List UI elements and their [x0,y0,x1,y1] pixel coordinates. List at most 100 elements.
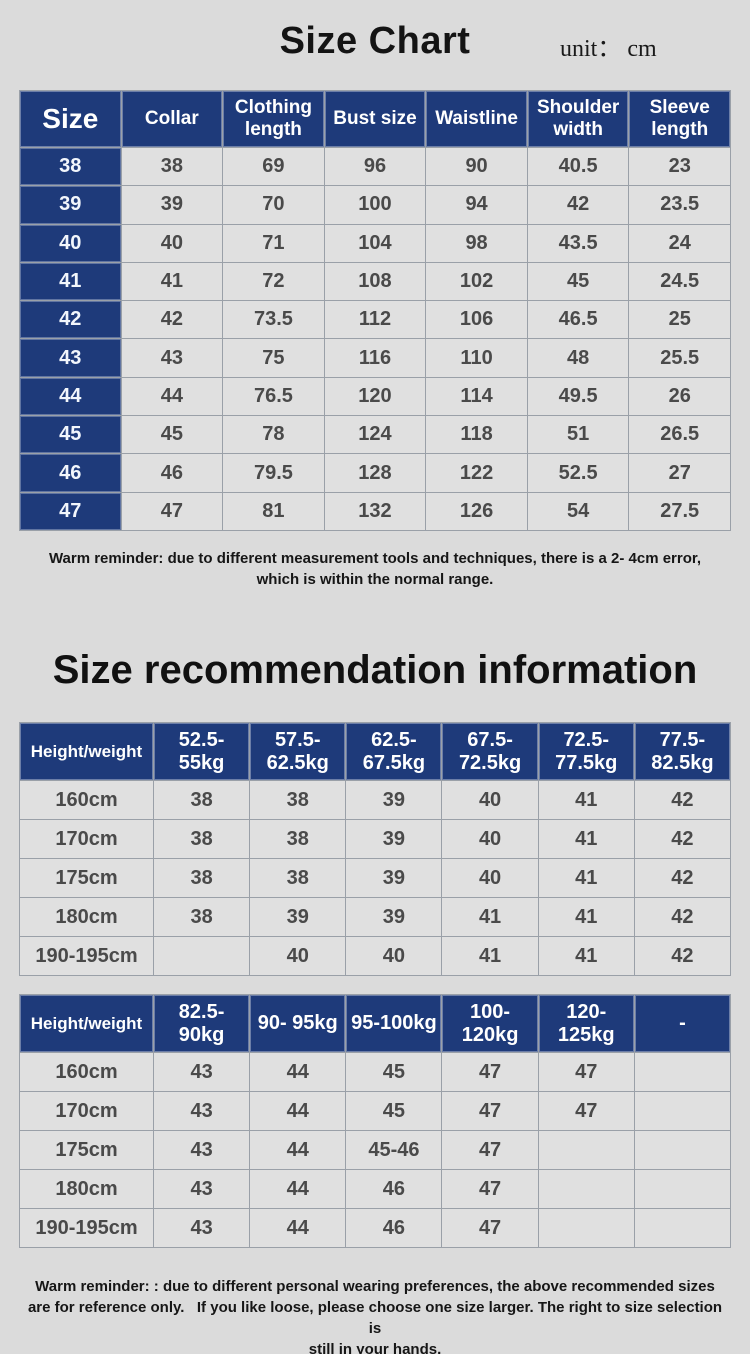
row-header-cell: 190-195cm [20,1209,153,1247]
data-cell: 72 [223,262,324,301]
data-cell: 45 [346,1053,442,1091]
preference-reminder: Warm reminder: : due to different person… [27,1278,723,1354]
column-header-cell: 77.5-82.5kg [634,723,730,780]
data-cell: 47 [442,1209,538,1247]
data-cell [634,1053,730,1091]
column-header-cell: 62.5-67.5kg [346,723,442,780]
data-cell: 41 [121,262,223,301]
column-header-cell: 57.5-62.5kg [250,723,346,780]
data-cell: 45 [121,416,223,454]
row-header-cell: 175cm [20,1131,153,1169]
data-cell: 70 [223,186,324,224]
data-cell: 40 [442,781,538,819]
data-cell: 27.5 [629,492,730,530]
column-header-cell: 95-100kg [346,995,442,1052]
data-cell: 124 [324,416,426,454]
row-header-cell: 45 [20,416,121,454]
row-header-cell: 160cm [20,1053,153,1091]
data-cell: 43.5 [527,224,629,262]
row-header-cell: 40 [20,224,121,262]
data-cell: 45 [346,1092,442,1130]
row-header-cell: 180cm [20,1170,153,1208]
data-cell [538,1209,634,1247]
data-cell: 108 [324,262,426,301]
size-chart-table: Size Collar Clothing length Bust size Waistl… [19,90,731,531]
data-cell: 120 [324,377,426,416]
data-cell: 38 [250,859,346,897]
data-cell: 44 [121,377,223,416]
row-header-cell: 39 [20,186,121,224]
data-cell: 90 [426,148,527,186]
data-cell: 23 [629,148,730,186]
data-cell: 98 [426,224,527,262]
data-cell: 110 [426,339,527,377]
data-cell: 44 [250,1209,346,1247]
data-cell: 38 [154,898,250,936]
data-cell: 118 [426,416,527,454]
unit-label: unit： cm [560,36,657,62]
data-cell: 24.5 [629,262,730,301]
data-cell: 73.5 [223,301,324,339]
data-cell: 47 [442,1053,538,1091]
column-header-cell: Waistline [426,91,527,147]
data-cell: 44 [250,1053,346,1091]
data-cell: 69 [223,148,324,186]
data-cell: 42 [634,859,730,897]
row-header-cell: 41 [20,262,121,301]
measurement-reminder: Warm reminder: due to different measurem… [48,550,702,588]
column-header-cell: 120-125kg [538,995,634,1052]
data-cell: 45-46 [346,1131,442,1169]
data-cell: 132 [324,492,426,530]
row-header-cell: 160cm [20,781,153,819]
data-cell: 42 [121,301,223,339]
column-header-cell: 82.5-90kg [154,995,250,1052]
data-cell: 116 [324,339,426,377]
data-cell: 94 [426,186,527,224]
data-cell: 38 [154,781,250,819]
data-cell [538,1170,634,1208]
data-cell: 41 [442,937,538,975]
data-cell: 47 [121,492,223,530]
data-cell: 48 [527,339,629,377]
data-cell [634,1170,730,1208]
data-cell: 26.5 [629,416,730,454]
column-header-cell: Bust size [324,91,426,147]
data-cell: 41 [442,898,538,936]
data-cell: 23.5 [629,186,730,224]
corner-header-cell: Height/weight [20,995,153,1052]
row-header-cell: 47 [20,492,121,530]
data-cell: 75 [223,339,324,377]
data-cell [634,1131,730,1169]
data-cell: 51 [527,416,629,454]
data-cell: 47 [442,1170,538,1208]
row-header-cell: 170cm [20,820,153,858]
data-cell: 42 [527,186,629,224]
data-cell: 52.5 [527,454,629,492]
data-cell: 47 [442,1131,538,1169]
data-cell: 47 [442,1092,538,1130]
data-cell: 79.5 [223,454,324,492]
row-header-cell: 44 [20,377,121,416]
data-cell: 41 [538,898,634,936]
data-cell [634,1092,730,1130]
data-cell: 24 [629,224,730,262]
data-cell: 38 [121,148,223,186]
data-cell: 112 [324,301,426,339]
row-header-cell: 175cm [20,859,153,897]
data-cell: 122 [426,454,527,492]
data-cell: 38 [250,820,346,858]
data-cell: 38 [154,820,250,858]
data-cell: 38 [250,781,346,819]
row-header-cell: 43 [20,339,121,377]
data-cell: 40 [442,859,538,897]
recommendation-table-low-weight: Height/weight 52.5-55kg 57.5-62.5kg 62.5-67… [19,722,731,976]
data-cell: 104 [324,224,426,262]
data-cell [154,937,250,975]
data-cell: 46 [346,1170,442,1208]
row-header-cell: 190-195cm [20,937,153,975]
column-header-cell: Shoulder width [527,91,629,147]
column-header-cell: 67.5-72.5kg [442,723,538,780]
column-header-cell: 100-120kg [442,995,538,1052]
data-cell: 44 [250,1131,346,1169]
page-title: Size Chart [279,20,471,62]
